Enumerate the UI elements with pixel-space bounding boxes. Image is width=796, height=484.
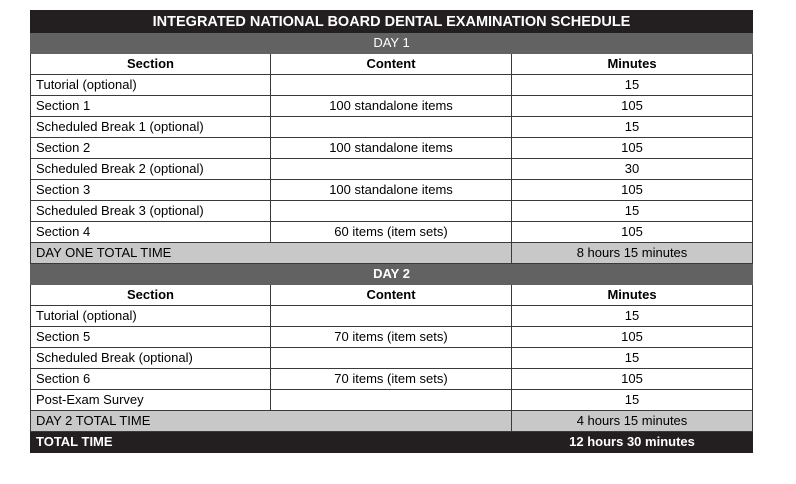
grand-total-label: TOTAL TIME: [30, 431, 512, 453]
table-title-row: INTEGRATED NATIONAL BOARD DENTAL EXAMINA…: [29, 10, 754, 33]
day1-header-row: DAY 1: [29, 32, 754, 54]
table-row: Tutorial (optional) 15: [30, 74, 754, 96]
day2-header-row: DAY 2: [29, 263, 754, 285]
row-content-cell: 70 items (item sets): [270, 326, 512, 348]
row-content-cell: [270, 347, 512, 369]
row-minutes-cell: 105: [510, 326, 754, 348]
table-row: Tutorial (optional) 15: [30, 305, 754, 327]
table-row: Scheduled Break 3 (optional) 15: [30, 200, 754, 222]
grand-total-row: TOTAL TIME 12 hours 30 minutes: [30, 431, 754, 453]
table-title: INTEGRATED NATIONAL BOARD DENTAL EXAMINA…: [29, 10, 754, 33]
table-row: Section 5 70 items (item sets) 105: [30, 326, 754, 348]
row-section-cell: Section 6: [30, 368, 271, 390]
row-section-cell: Scheduled Break 1 (optional): [30, 116, 271, 138]
row-minutes-cell: 105: [510, 368, 754, 390]
row-content-cell: [270, 74, 512, 96]
column-header-content: Content: [270, 53, 512, 75]
row-minutes-cell: 15: [510, 305, 754, 327]
row-section-cell: Section 2: [30, 137, 271, 159]
column-header-content: Content: [270, 284, 512, 306]
row-minutes-cell: 105: [510, 137, 754, 159]
row-minutes-cell: 15: [510, 389, 754, 411]
row-content-cell: 100 standalone items: [270, 137, 512, 159]
row-content-cell: 100 standalone items: [270, 179, 512, 201]
day2-total-value: 4 hours 15 minutes: [510, 410, 754, 432]
row-minutes-cell: 15: [510, 74, 754, 96]
table-row: Section 4 60 items (item sets) 105: [30, 221, 754, 243]
table-row: Section 2 100 standalone items 105: [30, 137, 754, 159]
row-content-cell: [270, 116, 512, 138]
row-minutes-cell: 15: [510, 116, 754, 138]
row-section-cell: Scheduled Break (optional): [30, 347, 271, 369]
row-minutes-cell: 105: [510, 179, 754, 201]
day1-column-header-row: Section Content Minutes: [30, 53, 754, 75]
row-content-cell: [270, 305, 512, 327]
column-header-minutes: Minutes: [510, 53, 754, 75]
day2-total-label: DAY 2 TOTAL TIME: [30, 410, 512, 432]
row-content-cell: [270, 158, 512, 180]
exam-schedule-table: INTEGRATED NATIONAL BOARD DENTAL EXAMINA…: [29, 10, 754, 453]
day1-total-value: 8 hours 15 minutes: [510, 242, 754, 264]
row-content-cell: 100 standalone items: [270, 95, 512, 117]
row-content-cell: [270, 389, 512, 411]
day2-total-row: DAY 2 TOTAL TIME 4 hours 15 minutes: [30, 410, 754, 432]
column-header-section: Section: [30, 53, 271, 75]
day1-total-row: DAY ONE TOTAL TIME 8 hours 15 minutes: [30, 242, 754, 264]
row-section-cell: Section 1: [30, 95, 271, 117]
row-section-cell: Section 4: [30, 221, 271, 243]
row-section-cell: Section 5: [30, 326, 271, 348]
table-row: Section 6 70 items (item sets) 105: [30, 368, 754, 390]
grand-total-value: 12 hours 30 minutes: [510, 431, 754, 453]
table-row: Scheduled Break 1 (optional) 15: [30, 116, 754, 138]
row-minutes-cell: 105: [510, 95, 754, 117]
row-minutes-cell: 30: [510, 158, 754, 180]
row-content-cell: 70 items (item sets): [270, 368, 512, 390]
day1-total-label: DAY ONE TOTAL TIME: [30, 242, 512, 264]
row-section-cell: Section 3: [30, 179, 271, 201]
row-section-cell: Scheduled Break 3 (optional): [30, 200, 271, 222]
day2-rows: Tutorial (optional) 15 Section 5 70 items (…: [30, 305, 754, 411]
table-row: Section 3 100 standalone items 105: [30, 179, 754, 201]
day2-label: DAY 2: [29, 263, 754, 285]
row-minutes-cell: 15: [510, 200, 754, 222]
row-section-cell: Post-Exam Survey: [30, 389, 271, 411]
column-header-section: Section: [30, 284, 271, 306]
row-section-cell: Scheduled Break 2 (optional): [30, 158, 271, 180]
column-header-minutes: Minutes: [510, 284, 754, 306]
day2-column-header-row: Section Content Minutes: [30, 284, 754, 306]
table-row: Scheduled Break 2 (optional) 30: [30, 158, 754, 180]
row-minutes-cell: 15: [510, 347, 754, 369]
day1-label: DAY 1: [29, 32, 754, 54]
row-section-cell: Tutorial (optional): [30, 305, 271, 327]
row-content-cell: [270, 200, 512, 222]
table-row: Section 1 100 standalone items 105: [30, 95, 754, 117]
day1-rows: Tutorial (optional) 15 Section 1 100 standa…: [30, 74, 754, 243]
row-minutes-cell: 105: [510, 221, 754, 243]
row-section-cell: Tutorial (optional): [30, 74, 271, 96]
row-content-cell: 60 items (item sets): [270, 221, 512, 243]
table-row: Post-Exam Survey 15: [30, 389, 754, 411]
table-row: Scheduled Break (optional) 15: [30, 347, 754, 369]
